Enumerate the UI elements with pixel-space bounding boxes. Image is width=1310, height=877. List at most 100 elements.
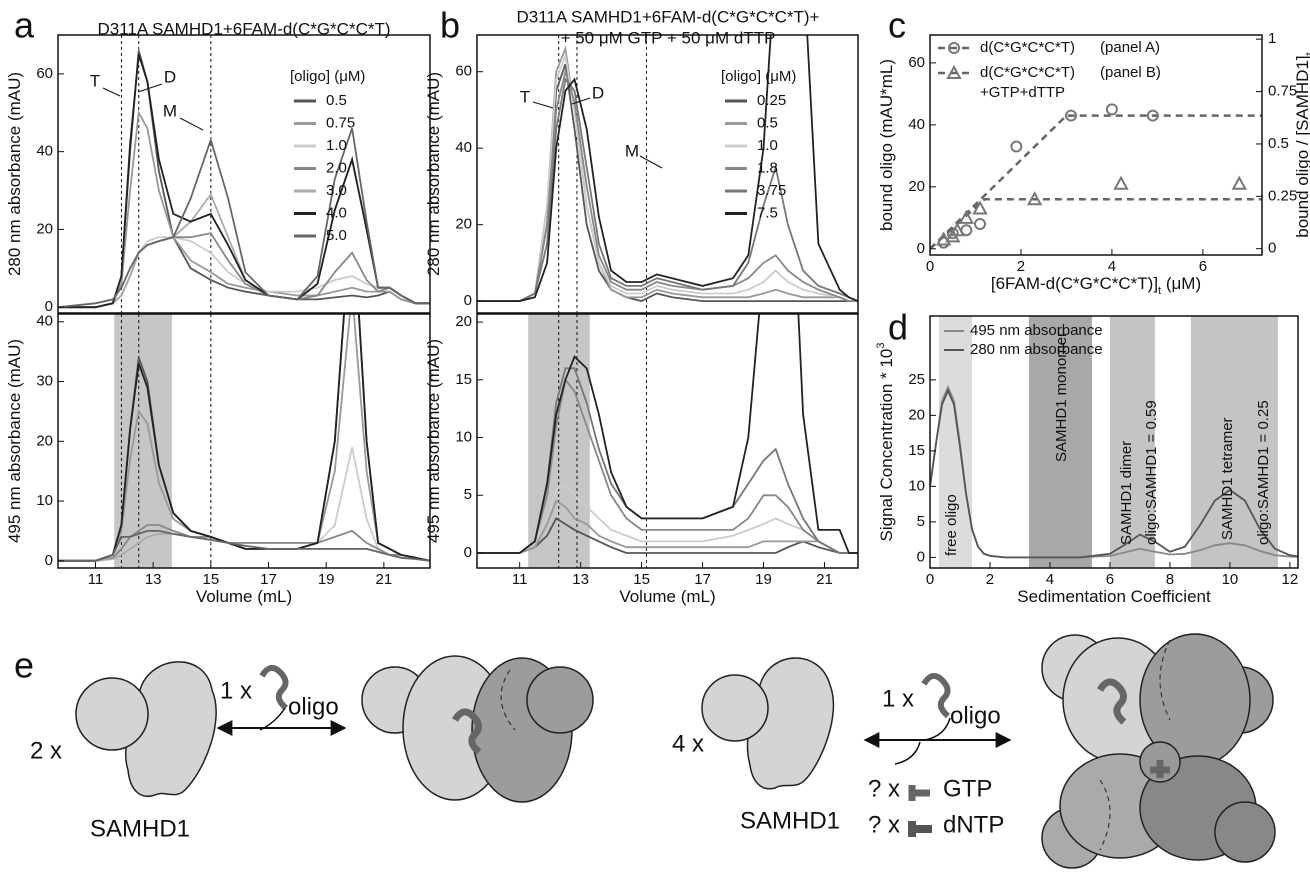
data-point	[1105, 103, 1118, 116]
y-tick-label: 20	[36, 220, 53, 237]
shaded-region	[114, 314, 172, 568]
x-tick-label: 12	[1282, 571, 1299, 588]
x-tick-label: 15	[202, 571, 219, 588]
y-tick-label: 40	[908, 116, 925, 133]
data-point	[974, 218, 987, 231]
data-point	[1026, 191, 1043, 206]
y2-tick-label: 0.25	[1268, 187, 1297, 204]
y-axis-label-text: bound oligo (mAU*mL)	[877, 59, 896, 231]
shaded-band	[1109, 316, 1155, 568]
y-tick-label: 40	[36, 143, 53, 160]
x-axis-label-unit: (μM)	[1161, 274, 1201, 293]
y-tick-label: 20	[908, 178, 925, 195]
plot-frame	[57, 313, 431, 569]
y-axis-label-text: 495 nm absorbance (mAU)	[424, 339, 443, 543]
chart-title: D311A SAMHD1+6FAM-d(C*G*C*C*T)+	[517, 7, 820, 26]
legend-label: 1.0	[326, 137, 347, 154]
shaded-band	[1028, 316, 1092, 568]
data-line	[477, 35, 858, 302]
annotation-leader	[532, 101, 554, 109]
y2-axis-label-text: bound oligo / [SAMHD1]	[1293, 55, 1310, 237]
annotation-leader	[179, 117, 204, 131]
x-tick-label: 21	[816, 571, 833, 588]
band-label: SAMHD1 monomer	[1053, 332, 1070, 462]
data-line	[58, 524, 430, 562]
x-tick-label: 19	[755, 571, 772, 588]
hidden-edge	[1099, 639, 1171, 851]
x-tick-label: 8	[1166, 571, 1174, 588]
x-axis-label-text: Volume (mL)	[619, 587, 715, 606]
label: GTP	[943, 775, 992, 802]
data-point	[1064, 109, 1077, 122]
band-label: oligo:SAMHD1 = 0.25	[1255, 400, 1272, 545]
y-tick-label: 20	[908, 406, 925, 423]
y-tick-label: 0	[45, 298, 53, 315]
data-line	[58, 155, 430, 309]
y-axis-label: 495 nm absorbance (mAU)	[5, 339, 24, 543]
data-line	[58, 314, 430, 562]
data-line	[930, 388, 1298, 559]
annotation-leader	[639, 155, 663, 169]
x-axis-label-text: Sedimentation Coefficient	[1017, 587, 1211, 606]
annotation: M	[163, 101, 177, 120]
y-tick-label: 60	[908, 54, 925, 71]
label: 2 x	[30, 737, 62, 764]
plot-frame	[929, 315, 1299, 569]
chart-title: D311A SAMHD1+6FAM-d(C*G*C*C*T)	[97, 19, 390, 38]
x-axis-label: Volume (mL)	[196, 587, 292, 606]
y-tick-label: 10	[455, 429, 472, 446]
y-axis-label: 280 nm absorbance (mAU)	[424, 72, 443, 276]
legend-title: [oligo] (μM)	[721, 68, 796, 85]
binding-hook	[924, 717, 951, 741]
legend-label: +GTP+dTTP	[980, 84, 1065, 101]
data-point	[958, 209, 975, 224]
data-point	[1010, 140, 1023, 153]
label: ? x	[868, 775, 900, 802]
chart-title: + 50 μM GTP + 50 μM dTTP	[561, 28, 776, 47]
binding-hook	[894, 741, 921, 765]
label: SAMHD1	[90, 815, 190, 842]
panel-label: a	[14, 5, 35, 46]
label: SAMHD1	[740, 807, 840, 834]
x-axis-label: Sedimentation Coefficient	[1017, 587, 1211, 606]
binding-hook	[259, 707, 286, 731]
panel-label: e	[14, 645, 34, 686]
data-point	[949, 222, 965, 237]
plot-area	[930, 316, 1298, 568]
shaded-band	[1190, 316, 1278, 568]
y-tick-label: 0	[917, 240, 925, 257]
legend-label: 5.0	[326, 227, 347, 244]
panel-label: d	[888, 307, 908, 348]
plot-area	[477, 35, 858, 313]
fit-line	[930, 197, 1262, 250]
oligo-icon	[259, 664, 289, 711]
annotation: T	[90, 71, 100, 90]
shaded-band	[938, 316, 972, 568]
y-tick-label: 5	[464, 486, 472, 503]
legend-label: d(C*G*C*C*T) (panel A)	[980, 39, 1160, 56]
y-tick-label: 0	[464, 292, 472, 309]
data-point	[948, 42, 960, 54]
protein-shape	[75, 677, 149, 751]
annotation-leader	[137, 83, 163, 93]
x-tick-label: 2	[1017, 258, 1025, 275]
x-tick-label: 19	[318, 571, 335, 588]
y-tick-label: 40	[455, 139, 472, 156]
x-tick-label: 11	[88, 571, 104, 588]
annotation-leader	[571, 97, 591, 105]
label: 1 x	[220, 677, 252, 704]
y-axis-label: 280 nm absorbance (mAU)	[5, 72, 24, 276]
data-line	[477, 499, 858, 554]
data-line	[477, 53, 858, 302]
plot-frame	[476, 313, 859, 569]
y-axis-label-text: 280 nm absorbance (mAU)	[5, 72, 24, 276]
x-tick-label: 4	[1046, 571, 1054, 588]
x-tick-label: 21	[376, 571, 393, 588]
data-line	[58, 314, 430, 562]
data-point	[1146, 109, 1159, 122]
x-tick-label: 13	[572, 571, 589, 588]
oligo-icon	[451, 708, 482, 755]
x-tick-label: 17	[260, 571, 277, 588]
x-tick-label: 17	[694, 571, 711, 588]
